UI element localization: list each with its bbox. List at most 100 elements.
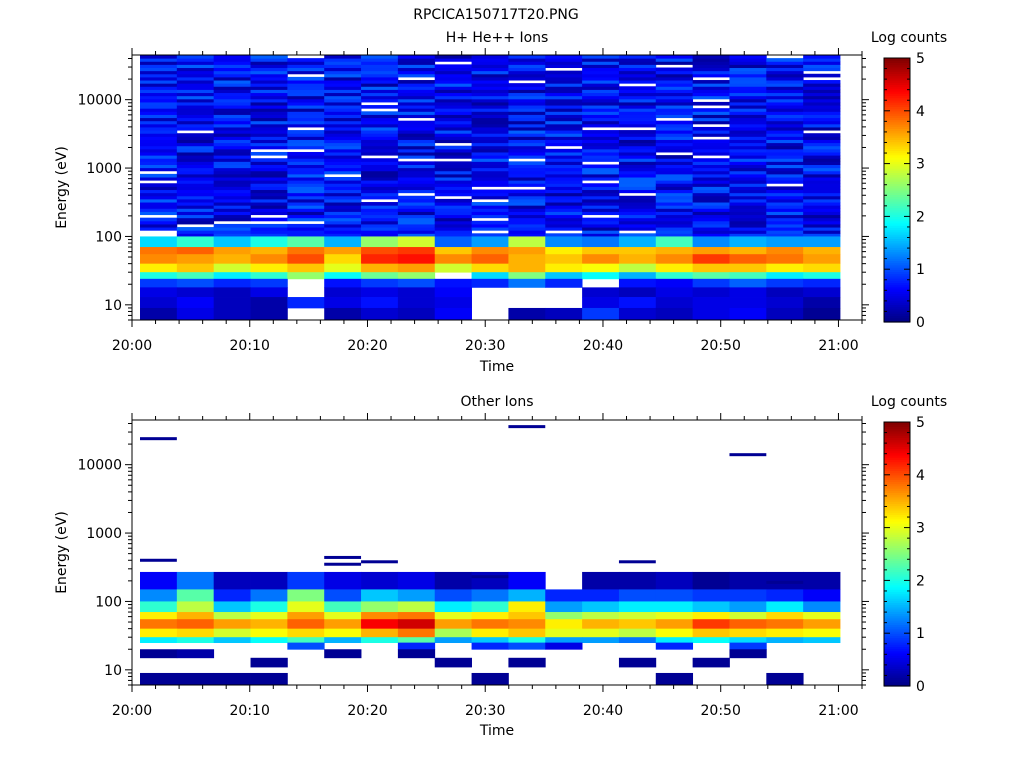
heatmap-cell xyxy=(655,67,694,72)
heatmap-cell xyxy=(361,86,399,90)
heatmap-cell xyxy=(250,86,288,90)
heatmap-cell xyxy=(287,83,325,87)
heatmap-cell xyxy=(618,64,657,69)
heatmap-cell xyxy=(176,628,215,638)
heatmap-cell xyxy=(250,205,288,209)
colorbar-cell xyxy=(884,170,910,173)
heatmap-cell xyxy=(655,83,694,87)
heatmap-cell xyxy=(766,120,804,125)
colorbar-cell xyxy=(884,490,910,493)
heatmap-cell xyxy=(582,117,620,122)
heatmap-cell xyxy=(213,86,251,90)
heatmap-cell xyxy=(545,173,583,178)
heatmap-cell xyxy=(176,155,215,159)
heatmap-cell xyxy=(729,139,767,144)
colorbar-cell xyxy=(884,124,910,127)
heatmap-cell xyxy=(508,55,546,59)
heatmap-cell xyxy=(140,58,178,62)
heatmap-cell xyxy=(729,170,767,175)
y-axis-label: Energy (eV) xyxy=(54,146,70,229)
heatmap-cell xyxy=(803,628,841,638)
heatmap-cell xyxy=(618,571,657,590)
heatmap-cell xyxy=(434,601,472,613)
heatmap-cell xyxy=(434,148,472,153)
colorbar-cell xyxy=(884,214,910,217)
heatmap-cell xyxy=(434,254,472,265)
heatmap-cell xyxy=(140,148,178,153)
heatmap-cell xyxy=(287,217,325,222)
heatmap-cell xyxy=(729,192,767,197)
heatmap-cell xyxy=(766,278,804,288)
heatmap-cell xyxy=(471,192,509,197)
heatmap-cell xyxy=(803,136,841,140)
heatmap-cell xyxy=(250,236,288,248)
heatmap-cell xyxy=(803,111,841,115)
heatmap-cell xyxy=(545,189,583,194)
heatmap-cell xyxy=(361,217,399,222)
colorbar-cell xyxy=(884,626,910,630)
heatmap-cell xyxy=(582,123,620,128)
heatmap-cell xyxy=(397,220,436,225)
heatmap-cell xyxy=(324,161,362,165)
heatmap-cell xyxy=(729,123,767,128)
heatmap-cell xyxy=(803,173,841,178)
heatmap-cell xyxy=(729,114,767,119)
heatmap-cell xyxy=(508,170,546,175)
heatmap-cell xyxy=(618,560,656,564)
heatmap-cell xyxy=(582,208,620,212)
heatmap-cell xyxy=(545,101,583,106)
heatmap-cell xyxy=(434,637,472,644)
heatmap-cell xyxy=(361,247,399,255)
heatmap-cell xyxy=(729,189,767,194)
heatmap-cell xyxy=(729,105,767,109)
heatmap-cell xyxy=(287,211,325,216)
heatmap-cell xyxy=(655,571,694,590)
heatmap-cell xyxy=(766,223,804,228)
heatmap-cell xyxy=(618,164,657,169)
colorbar-cell xyxy=(884,291,910,294)
heatmap-cell xyxy=(618,55,657,59)
heatmap-cell xyxy=(618,195,657,200)
colorbar-cell xyxy=(884,225,910,228)
heatmap-cell xyxy=(324,130,362,134)
heatmap-cell xyxy=(545,64,583,69)
heatmap-cell xyxy=(618,58,657,62)
heatmap-cell xyxy=(545,195,583,200)
heatmap-cell xyxy=(434,612,472,620)
heatmap-cell xyxy=(655,126,694,131)
heatmap-cell xyxy=(140,92,178,97)
heatmap-cell xyxy=(545,272,583,280)
heatmap-cell xyxy=(287,589,325,602)
heatmap-cell xyxy=(324,142,362,147)
heatmap-cell xyxy=(655,161,694,165)
heatmap-cell xyxy=(618,80,657,84)
heatmap-cell xyxy=(545,55,583,59)
heatmap-cell xyxy=(582,92,620,97)
heatmap-cell xyxy=(766,571,804,590)
heatmap-cell xyxy=(729,628,767,638)
heatmap-cell xyxy=(434,217,472,222)
heatmap-cell xyxy=(213,101,251,106)
heatmap-cell xyxy=(397,628,436,638)
heatmap-cell xyxy=(803,98,841,103)
heatmap-cell xyxy=(508,148,546,153)
heatmap-cell xyxy=(766,117,804,122)
heatmap-cell xyxy=(471,117,509,122)
heatmap-cell xyxy=(692,183,730,187)
heatmap-cell xyxy=(250,64,288,69)
heatmap-cell xyxy=(471,272,509,280)
heatmap-cell xyxy=(766,263,804,273)
colorbar-cell xyxy=(884,437,910,441)
heatmap-cell xyxy=(471,183,509,187)
heatmap-cell xyxy=(434,198,472,203)
heatmap-cell xyxy=(250,180,288,184)
heatmap-cell xyxy=(287,601,325,613)
colorbar-cell xyxy=(884,580,910,584)
heatmap-cell xyxy=(176,278,215,288)
heatmap-cell xyxy=(692,92,730,97)
heatmap-cell xyxy=(508,83,546,87)
colorbar-cell xyxy=(884,664,910,667)
heatmap-cell xyxy=(176,601,215,613)
colorbar-cell xyxy=(884,220,910,224)
heatmap-cell xyxy=(766,58,804,62)
